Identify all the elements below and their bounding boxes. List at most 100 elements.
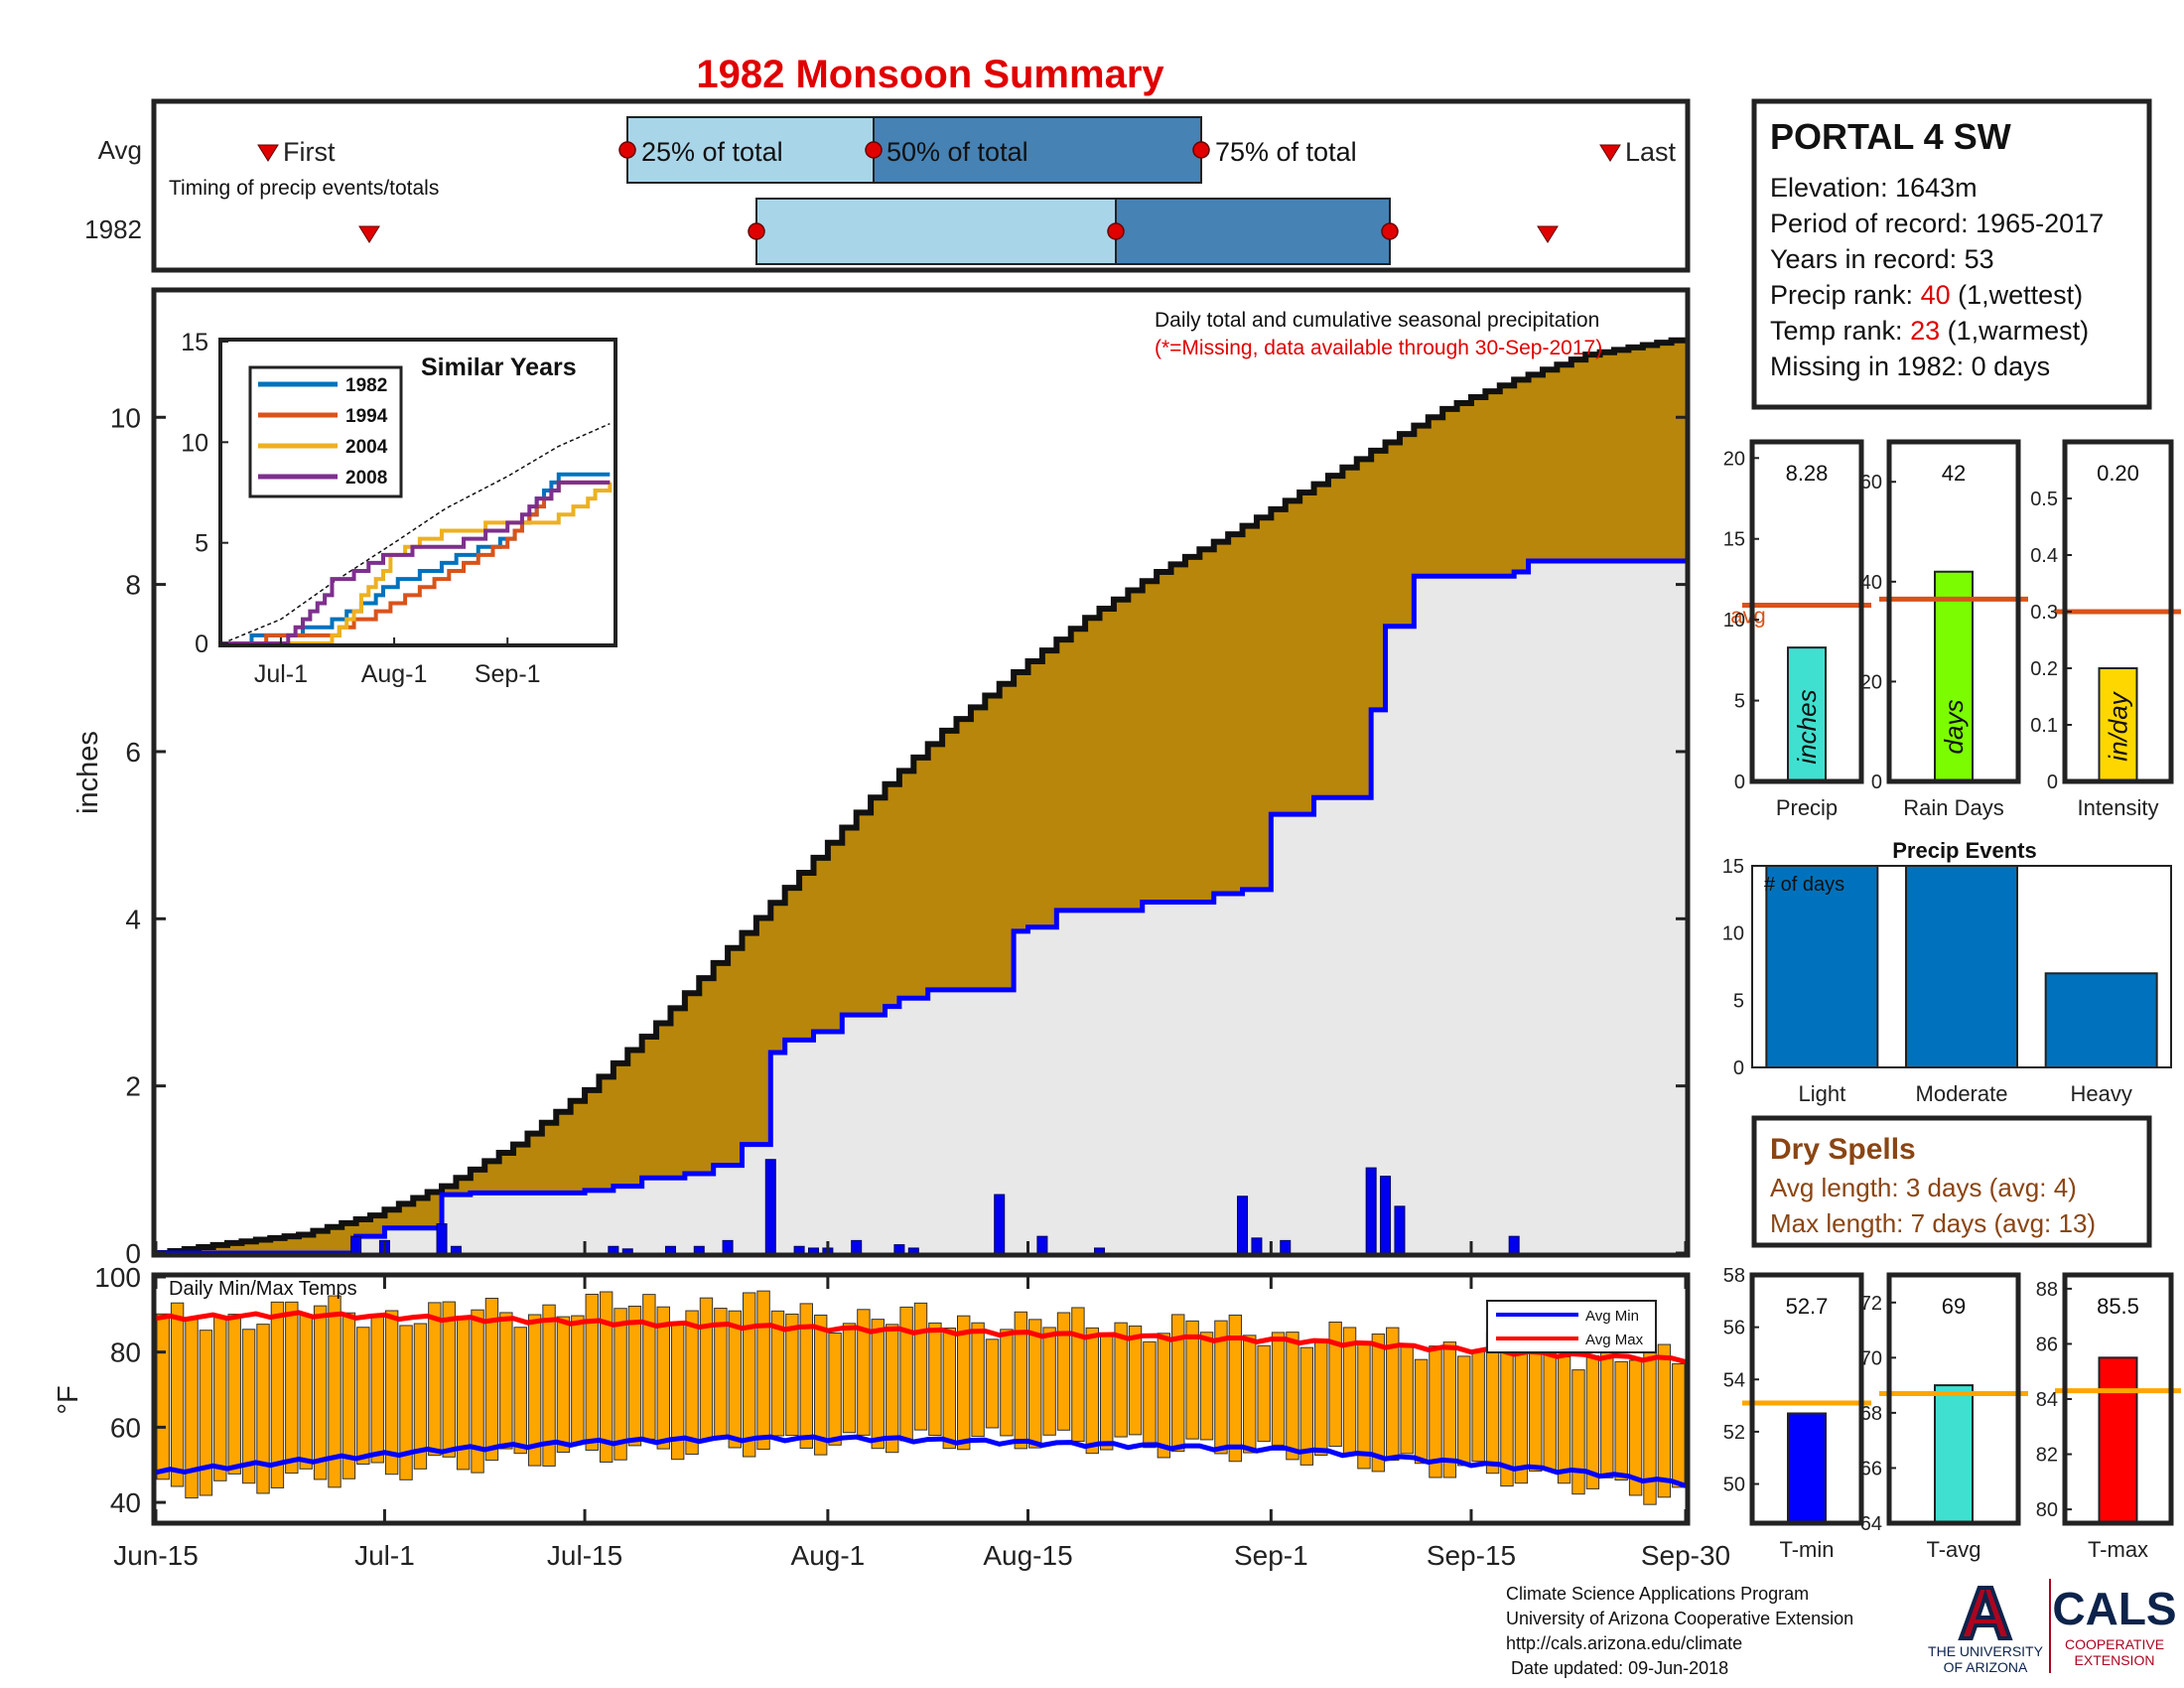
daily-temp-bar [356,1327,370,1466]
daily-temp-bar [813,1314,828,1456]
daily-temp-bar [1128,1325,1143,1436]
legend-label-avg-min: Avg Min [1585,1308,1639,1325]
daily-precip-bar [1508,1235,1520,1254]
panel-value-bar [1934,1384,1974,1524]
main-frame [151,287,1691,1258]
daily-temp-bar [1071,1307,1085,1443]
panel-y-tick-label: 82 [2036,1445,2058,1467]
daily-temp-bar [799,1303,813,1449]
daily-temp-bar [871,1319,885,1450]
daily-temp-bar [857,1309,871,1436]
timing-row-label-year: 1982 [84,214,142,244]
panel-y-tick-label: 10 [1723,610,1745,632]
footer-line-3: http://cals.arizona.edu/climate [1506,1633,1742,1653]
x-tick-label: Jul-15 [547,1540,622,1571]
event-y-tick-label: 15 [1722,856,1744,878]
inset-series-line-2008 [222,480,611,645]
panel-y-tick-label: 0.1 [2030,715,2058,737]
precip-summary-panels: inches avg 8.28 0 5 10 15 20 Precip days 42 0 20 40 60… [1723,439,2181,820]
x-tick-label: Jun-15 [113,1540,199,1571]
daily-temp-bar [985,1338,1000,1429]
daily-temp-bar [1243,1335,1257,1454]
average-cumulative-line [156,337,1689,1256]
timing-caption: Timing of precip events/totals [169,177,439,200]
panel-value-text: 52.7 [1786,1294,1829,1319]
daily-temp-bar [1585,1355,1600,1489]
avg-last-marker [1599,144,1621,162]
daily-temp-bar [957,1315,971,1451]
temp-label: Daily Min/Max Temps [169,1278,357,1300]
daily-temp-bar [213,1316,227,1481]
daily-temp-bar [1028,1319,1042,1449]
panel-category-label: Intensity [2078,795,2159,820]
panel-y-tick-label: 0.3 [2030,602,2058,624]
year-cumulative-line [156,558,1686,1256]
daily-temp-bar [1185,1320,1199,1440]
panel-y-tick-label: 5 [1734,691,1745,713]
daily-temp-bar [1085,1327,1100,1455]
year-25-marker [748,222,765,240]
daily-temp-bar [785,1313,799,1437]
p50-label: 50% of total [887,137,1028,167]
panel-value-bar [2098,667,2138,782]
daily-temp-bar [527,1314,542,1467]
x-tick-label: Aug-15 [983,1540,1072,1571]
station-info-box: PORTAL 4 SW Elevation: 1643m Period of r… [1751,98,2152,410]
panel-y-tick-label: 52 [1723,1422,1745,1444]
daily-precip-bar [436,1223,448,1254]
x-tick-label: Sep-1 [1234,1540,1308,1571]
year-50-marker [1107,222,1125,240]
daily-temp-bar [442,1301,456,1458]
event-bar-heavy [2044,972,2158,1068]
daily-temp-bar [1429,1345,1442,1478]
panel-y-tick-label: 0.2 [2030,658,2058,680]
panel-y-tick-label: 40 [1860,572,1882,594]
panel-average-label: avg [1730,603,1765,628]
daily-temp-bar [828,1332,842,1446]
inset-axes: 0 5 10 15 Jul-1 Aug-1 Sep-1 [181,329,540,688]
inset-x-tick-label: Aug-1 [361,660,428,688]
ua-name-line-2: OF ARIZONA [1944,1659,2028,1675]
daily-precip-bar [350,1235,362,1254]
first-label: First [283,137,336,167]
event-category-label: Heavy [2070,1081,2131,1106]
daily-precip-bar [722,1239,734,1254]
station-missing: Missing in 1982: 0 days [1770,352,2050,381]
daily-temp-bar [1672,1363,1686,1488]
panel-category-label: T-max [2088,1537,2148,1562]
event-y-tick-label: 0 [1733,1057,1744,1079]
daily-temp-bar [484,1298,499,1462]
daily-temp-bar [1014,1311,1028,1450]
daily-temp-bar [1614,1360,1628,1481]
dry-spells-avg: Avg length: 3 days (avg: 4) [1770,1173,2077,1202]
daily-precip-bar [1237,1196,1249,1254]
daily-precip-bar [793,1245,805,1254]
avg-min-line [155,1434,1687,1488]
panel-frame [1886,439,2021,784]
daily-precip-bar [764,1159,776,1254]
daily-temp-bar [585,1293,599,1451]
daily-temp-bar [285,1301,299,1475]
daily-temp-bar [1357,1341,1371,1470]
panel-y-tick-label: 0 [2047,772,2058,793]
daily-temp-bar [885,1324,899,1454]
main-y-tick-label: 4 [125,904,141,934]
station-elevation: Elevation: 1643m [1770,173,1978,203]
inset-y-tick-label: 0 [195,631,208,658]
avg-max-line [155,1310,1687,1364]
temp-summary-panels: 52.7 50 52 54 56 58 T-min 69 64 66 68 70 72 T-avg 85.5… [1723,1265,2181,1562]
temp-y-axis: 40 60 80 100 [94,1262,166,1518]
footer-line-1: Climate Science Applications Program [1506,1584,1809,1604]
daily-temp-bar [1056,1312,1071,1431]
daily-temp-bar [1114,1322,1128,1438]
panel-value-text: 8.28 [1786,461,1829,486]
daily-temp-bar [384,1310,399,1476]
panel-y-tick-label: 20 [1723,448,1745,470]
daily-precip-bar [450,1245,462,1254]
panel-y-tick-label: 15 [1723,529,1745,551]
panel-value-text: 69 [1942,1294,1966,1319]
daily-temp-bar [1657,1343,1672,1498]
daily-temp-bar [1143,1340,1157,1449]
events-ylabel: # of days [1764,874,1844,896]
